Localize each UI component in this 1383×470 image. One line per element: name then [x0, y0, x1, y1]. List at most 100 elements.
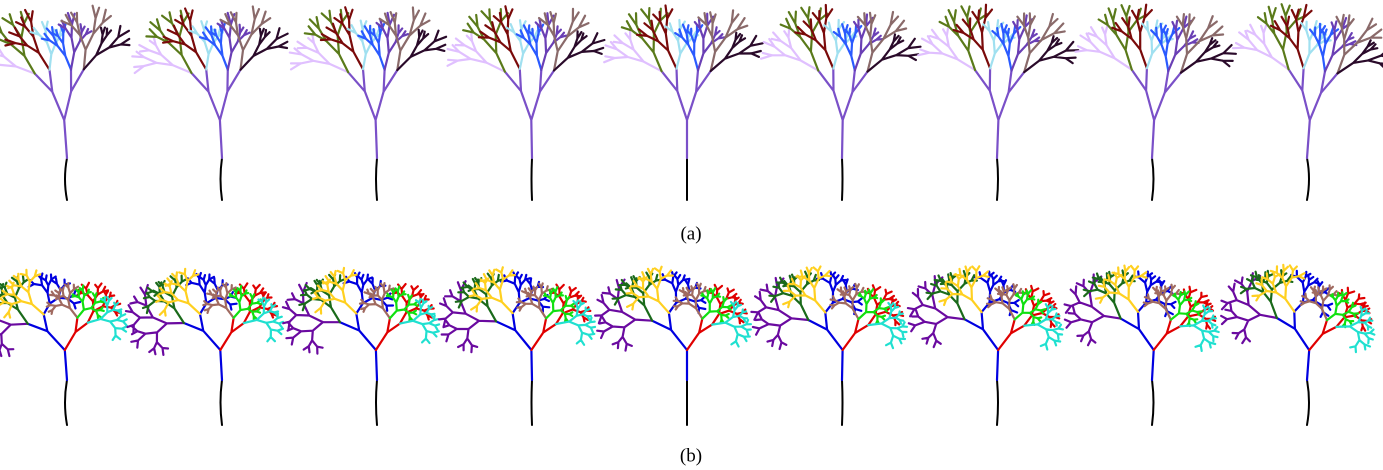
branch-group — [198, 22, 229, 71]
branch-group — [829, 282, 868, 321]
branch-group — [228, 284, 262, 321]
branch-group — [82, 24, 131, 71]
branch-group — [711, 300, 752, 348]
branch-group — [1287, 67, 1339, 160]
branch-group — [131, 36, 193, 75]
branch-group — [162, 7, 208, 71]
tree — [1074, 3, 1237, 201]
branch-group — [202, 282, 237, 319]
branch-group — [1094, 264, 1148, 313]
branch-group — [216, 11, 251, 71]
branch-group — [554, 299, 597, 346]
branch-group — [338, 271, 395, 382]
branch-group — [709, 31, 764, 73]
branch-group — [817, 67, 869, 160]
branch-group — [446, 31, 506, 73]
branch-group — [674, 23, 704, 72]
row-a-trees — [0, 3, 1383, 201]
trunk — [530, 157, 533, 201]
branch-group — [1016, 12, 1066, 74]
branch-group — [1167, 15, 1200, 73]
branch-group — [40, 22, 73, 71]
branch-group — [697, 9, 749, 73]
branch-group — [1074, 25, 1133, 71]
branch-group — [1323, 16, 1358, 73]
branch-group — [1119, 270, 1177, 382]
branch-group — [991, 22, 1022, 72]
trunk — [1306, 157, 1310, 201]
branch-group — [1300, 20, 1332, 70]
trunk — [64, 157, 68, 201]
branch-group — [852, 13, 884, 72]
tree — [1063, 264, 1220, 426]
tree — [288, 6, 448, 201]
branch-group — [1220, 272, 1278, 345]
branch-group — [1335, 13, 1383, 75]
branch-group — [347, 68, 399, 160]
branch-group — [239, 27, 289, 71]
branch-group — [242, 296, 285, 343]
branch-group — [319, 6, 365, 71]
branch-group — [0, 319, 29, 358]
branch-group — [672, 282, 710, 320]
trunk — [841, 157, 844, 201]
branch-group — [155, 267, 202, 317]
trunk — [530, 379, 533, 426]
tree — [603, 4, 764, 201]
trunk — [219, 157, 223, 201]
branch-group — [182, 271, 238, 382]
tree — [917, 3, 1080, 201]
tree — [594, 265, 752, 426]
branch-group — [0, 48, 36, 75]
branch-group — [1023, 303, 1064, 351]
trunk — [219, 379, 223, 426]
trunk — [841, 379, 844, 426]
branch-group — [124, 283, 185, 356]
branch-group — [938, 265, 990, 314]
branch-group — [1175, 13, 1225, 74]
branch-group — [358, 282, 395, 320]
tree — [437, 266, 597, 426]
branch-group — [1111, 3, 1153, 70]
branch-group — [1179, 304, 1220, 352]
branch-group — [1299, 284, 1340, 322]
tree — [906, 265, 1064, 426]
branch-group — [190, 68, 242, 160]
branch-group — [71, 284, 105, 320]
tree — [131, 5, 289, 201]
trunk — [1306, 379, 1310, 426]
branch-group — [288, 33, 350, 74]
caption-a: (a) — [680, 223, 701, 244]
branch-group — [1010, 14, 1042, 72]
tree — [281, 266, 441, 426]
branch-group — [1150, 22, 1181, 73]
branch-group — [1231, 23, 1290, 71]
branch-group — [594, 278, 654, 352]
branch-group — [396, 28, 448, 72]
branch-group — [700, 287, 733, 324]
trunk — [996, 379, 999, 426]
branch-group — [1335, 305, 1376, 354]
branch-group — [357, 23, 386, 71]
branch-group — [311, 266, 358, 315]
branch-group — [693, 12, 726, 72]
branch-group — [1239, 269, 1294, 320]
branch-group — [635, 4, 678, 70]
branch-group — [45, 282, 80, 319]
branch-group — [1013, 289, 1047, 326]
tree — [750, 265, 909, 426]
branch-group — [1325, 291, 1360, 329]
branch-group — [1130, 67, 1182, 160]
caption-b: (b) — [680, 445, 702, 466]
branch-group — [385, 285, 419, 322]
branch-group — [515, 23, 545, 72]
trunk — [996, 157, 999, 201]
branch-group — [1023, 35, 1080, 74]
branch-group — [856, 10, 908, 73]
branch-group — [398, 297, 441, 345]
trunk — [1151, 379, 1155, 426]
branch-group — [57, 11, 93, 71]
branch-group — [986, 283, 1025, 321]
branch-group — [1063, 273, 1122, 347]
